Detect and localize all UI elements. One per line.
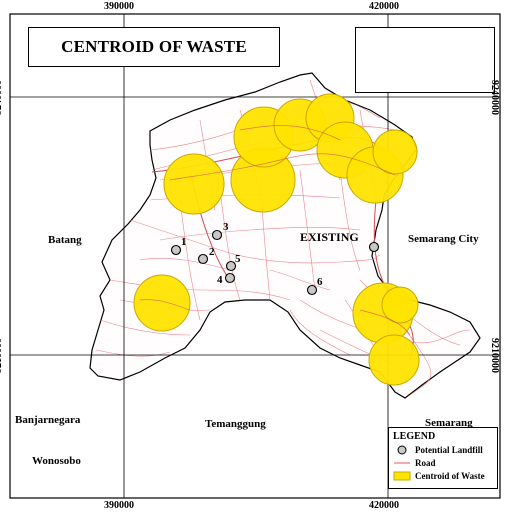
centroid-circle xyxy=(133,274,191,332)
coord-top-420000: 420000 xyxy=(369,1,399,12)
landfill-label: 1 xyxy=(181,236,187,248)
landfill-marker xyxy=(368,241,380,253)
legend-item: Centroid of Waste xyxy=(393,469,493,482)
landfill-label: 6 xyxy=(317,276,323,288)
legend-label: Road xyxy=(415,457,436,468)
coord-right-9210000: 9210000 xyxy=(489,338,500,373)
landfill-label: 5 xyxy=(235,253,241,265)
landfill-marker xyxy=(306,284,318,296)
legend-title: LEGEND xyxy=(393,431,436,442)
coord-left-9210000: 9210000 xyxy=(0,338,4,373)
place-wonosobo: Wonosobo xyxy=(32,455,81,467)
map-title: CENTROID OF WASTE xyxy=(28,27,280,67)
place-semarang: Semarang xyxy=(425,417,473,429)
place-existing: EXISTING xyxy=(300,230,359,244)
landfill-markers xyxy=(170,229,380,296)
coord-bottom-420000: 420000 xyxy=(369,500,399,511)
centroid-legend-icon xyxy=(393,471,411,481)
road-legend-icon xyxy=(393,459,411,467)
centroid-circle xyxy=(381,286,419,324)
landfill-label: 4 xyxy=(217,274,223,286)
legend-label: Centroid of Waste xyxy=(415,470,485,481)
centroid-circles xyxy=(133,93,420,386)
centroid-circle xyxy=(368,334,420,386)
place-batang: Batang xyxy=(48,234,82,246)
place-banjarnegara: Banjarnegara xyxy=(15,414,81,426)
coord-bottom-390000: 390000 xyxy=(104,500,134,511)
landfill-marker xyxy=(211,229,223,241)
landfill-marker xyxy=(224,272,236,284)
legend-item: Potential Landfill xyxy=(393,443,493,456)
landfill-marker xyxy=(170,244,182,256)
centroid-circle xyxy=(163,153,225,215)
landfill-marker xyxy=(197,253,209,265)
coord-right-9240000: 9240000 xyxy=(489,80,500,115)
place-semarang-city: Semarang City xyxy=(408,233,479,245)
legend-label: Potential Landfill xyxy=(415,444,483,455)
landfill-labels: 1 2 3 4 5 6 xyxy=(181,221,323,288)
roads-overlay xyxy=(139,125,411,336)
landfill-marker xyxy=(225,260,237,272)
landfill-legend-icon xyxy=(393,444,411,456)
legend: LEGEND Potential Landfill Road Centroid … xyxy=(388,427,498,489)
legend-item: Road xyxy=(393,456,493,469)
place-temanggung: Temanggung xyxy=(205,418,266,430)
centroid-circle xyxy=(372,129,418,175)
landfill-label: 3 xyxy=(223,221,229,233)
landfill-label: 2 xyxy=(209,246,215,258)
coord-top-390000: 390000 xyxy=(104,1,134,12)
scale-box xyxy=(355,27,495,93)
coord-left-9240000: 9240000 xyxy=(0,80,4,115)
